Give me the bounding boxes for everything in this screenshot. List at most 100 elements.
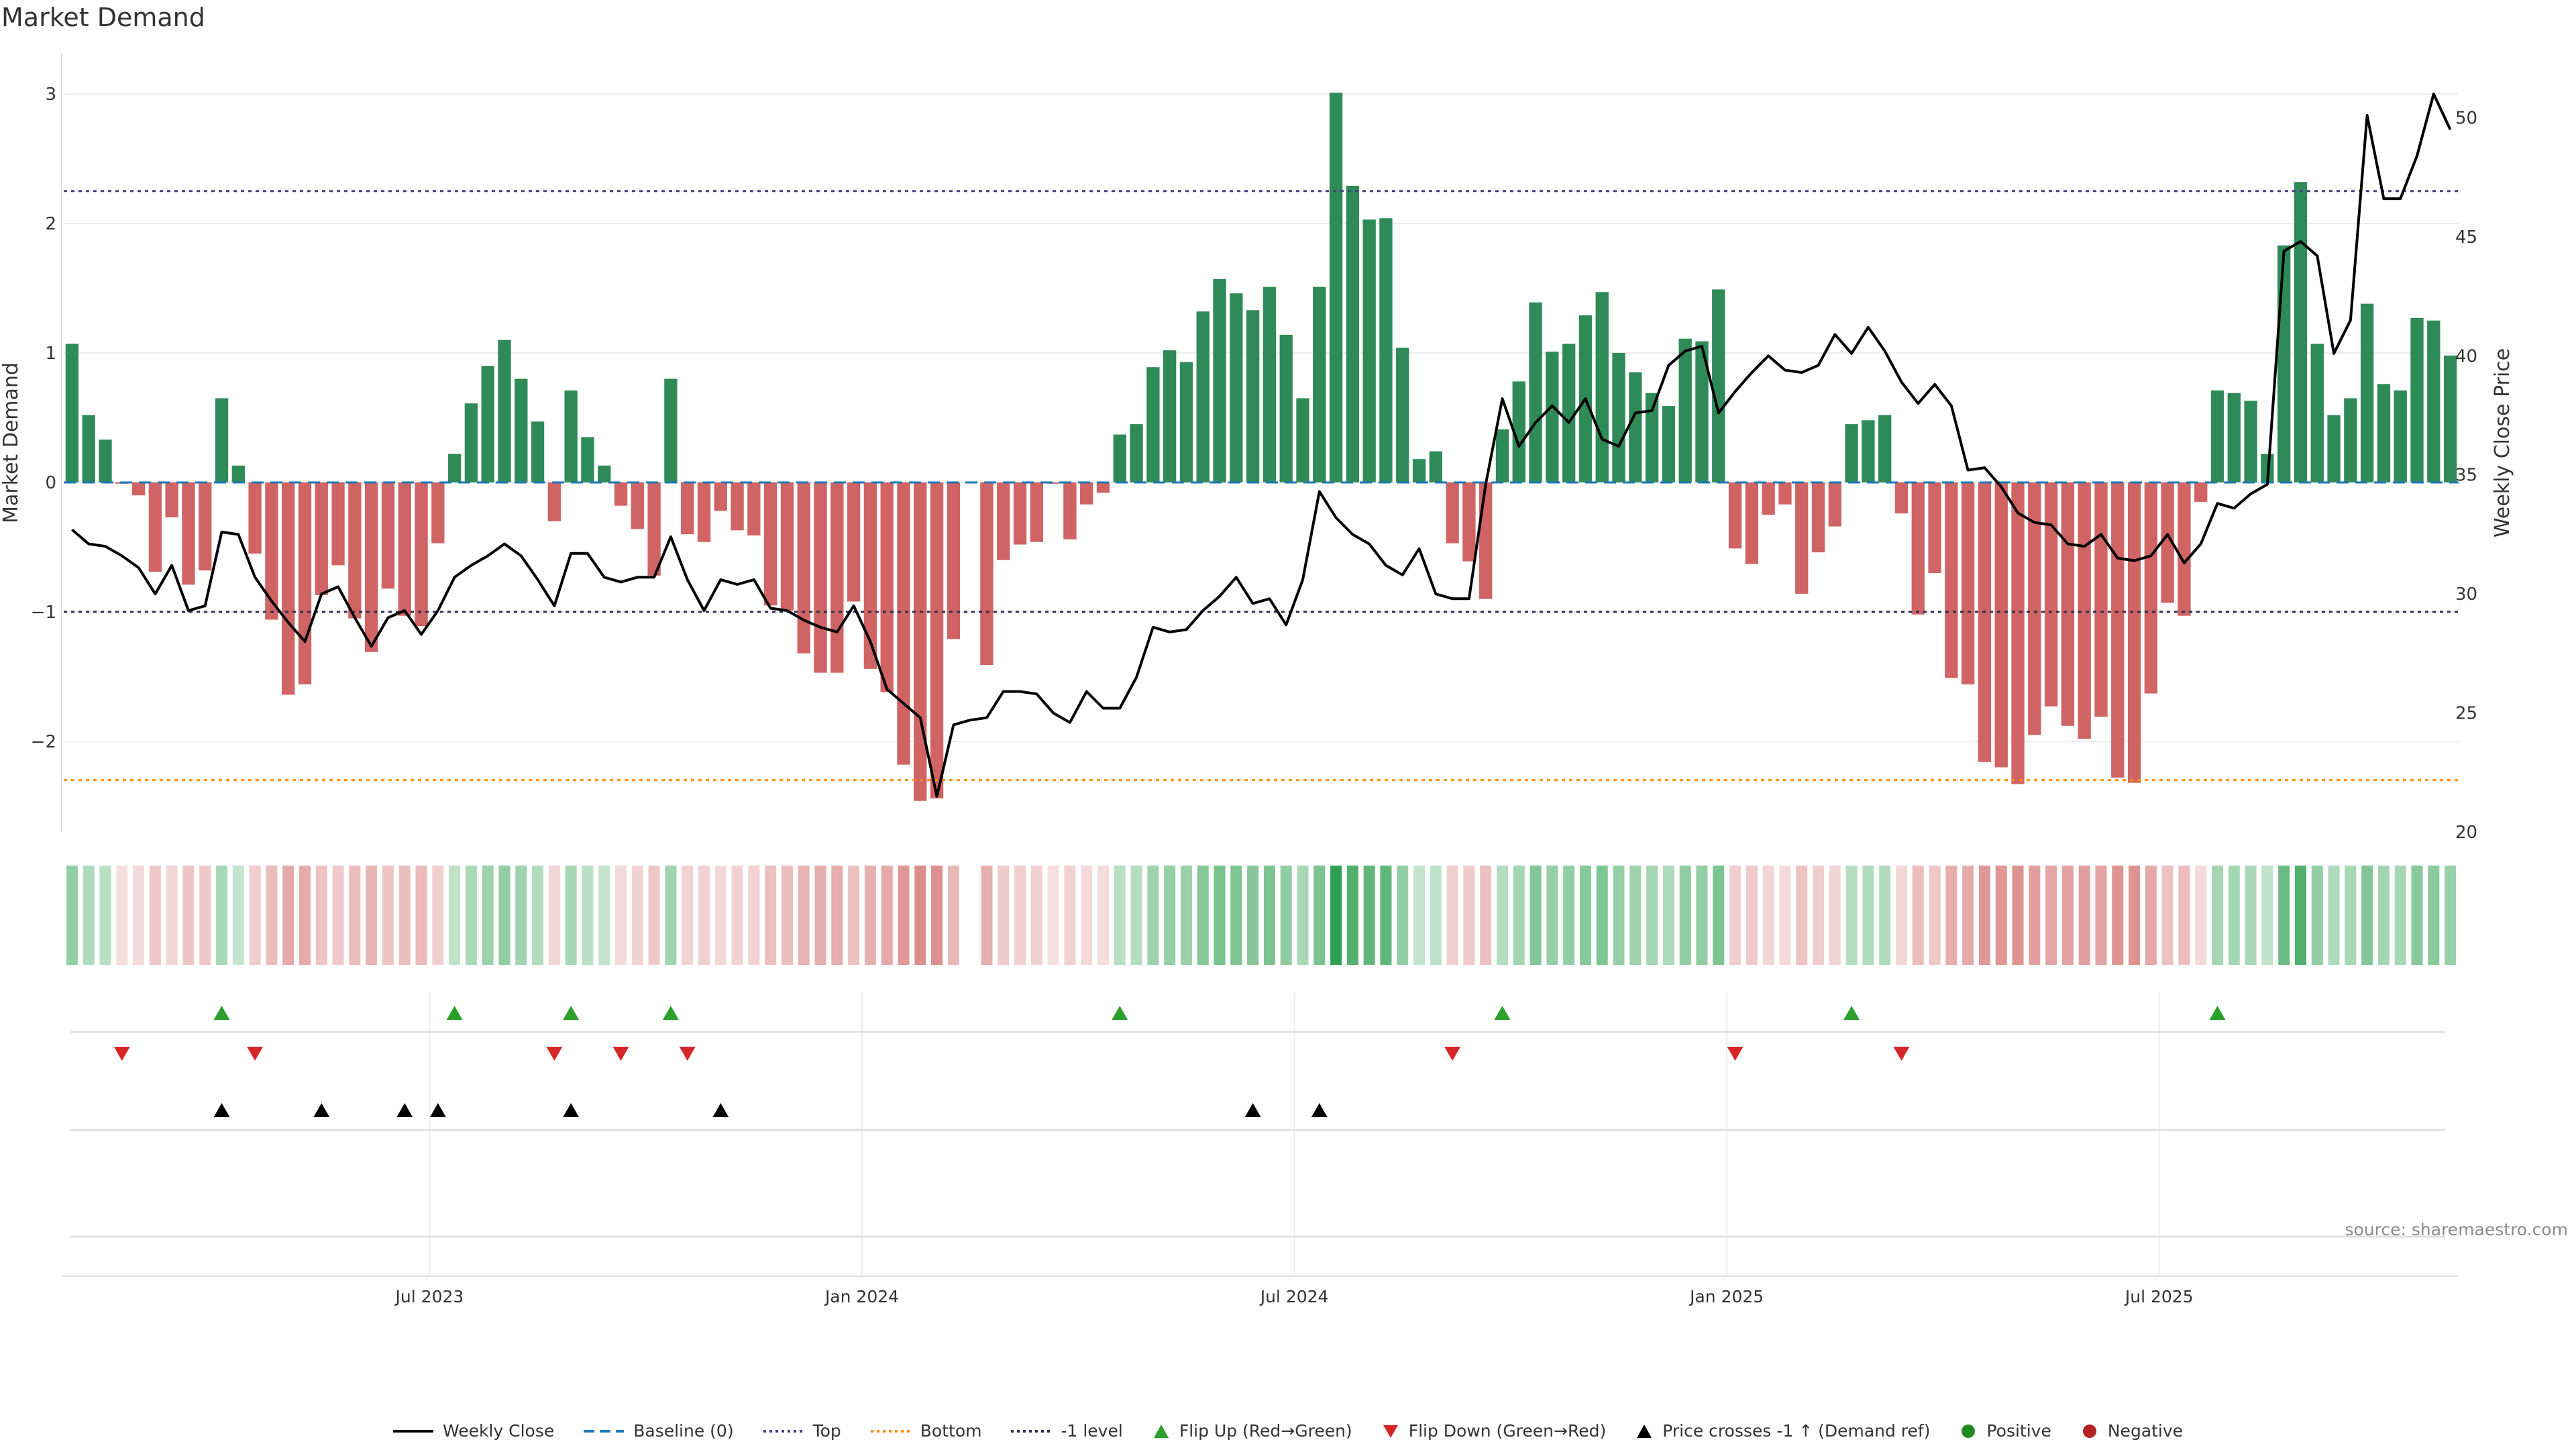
x-tick-label: Jan 2025: [1688, 1287, 1764, 1306]
heat-cell: [432, 866, 444, 965]
demand-bar: [515, 378, 528, 482]
heat-cell: [1813, 866, 1825, 965]
demand-bar: [1678, 338, 1692, 482]
heat-cell: [1513, 866, 1525, 965]
y-tick-label: 1: [45, 344, 56, 364]
demand-bar: [1346, 186, 1360, 482]
demand-bar: [697, 482, 711, 542]
demand-bar: [99, 439, 112, 482]
line-dotted-icon: [870, 1429, 911, 1433]
demand-bar: [2078, 482, 2091, 739]
demand-bar: [731, 482, 744, 531]
legend-label: Baseline (0): [633, 1421, 734, 1441]
demand-bar: [1313, 287, 1326, 482]
flip-up-marker: [1494, 1006, 1511, 1020]
flip-up-marker: [446, 1006, 463, 1020]
heat-cell: [2361, 866, 2373, 965]
circle-icon: [1962, 1424, 1976, 1438]
heat-cell: [1064, 866, 1076, 965]
demand-bar: [131, 482, 146, 496]
demand-bar: [631, 482, 644, 529]
price-cross-marker: [1311, 1103, 1328, 1117]
heat-cell: [1796, 866, 1808, 965]
demand-bar: [947, 482, 961, 639]
heat-cell: [748, 866, 760, 965]
demand-bar: [997, 482, 1010, 560]
heat-cell: [1929, 866, 1941, 965]
heat-cell: [1346, 866, 1358, 965]
demand-bar: [464, 403, 478, 482]
heat-cell: [133, 866, 145, 965]
flip-down-marker: [1727, 1047, 1743, 1061]
demand-bar: [1263, 287, 1277, 482]
heat-cell: [1845, 866, 1858, 965]
demand-bar: [231, 465, 245, 482]
legend-label: Price crosses -1 ↑ (Demand ref): [1662, 1421, 1931, 1441]
level-lines: [64, 190, 2459, 782]
heat-cell: [332, 866, 344, 965]
y-tick-label: 3: [45, 85, 56, 105]
demand-bar: [2327, 415, 2341, 482]
demand-bar: [2144, 482, 2158, 694]
demand-bar: [1030, 482, 1043, 542]
flip-down-marker: [612, 1047, 629, 1061]
heat-cell: [1363, 866, 1375, 965]
demand-bar: [1945, 482, 1958, 678]
y2-tick-label: 20: [2455, 823, 2477, 843]
demand-bar: [1446, 482, 1459, 543]
heat-cell: [2212, 866, 2224, 965]
heat-cell: [2261, 866, 2273, 965]
heat-cell: [1829, 866, 1841, 965]
demand-bar: [2127, 482, 2141, 783]
demand-bar: [1795, 482, 1809, 594]
heat-cell: [1613, 866, 1625, 965]
heat-cell: [798, 866, 810, 965]
heat-cell: [382, 866, 394, 965]
heat-cell: [1529, 866, 1542, 965]
demand-bar: [1130, 424, 1143, 482]
chart-title: Market Demand: [1, 3, 205, 32]
demand-bar: [447, 454, 462, 482]
legend-item-price_cross: Price crosses -1 ↑ (Demand ref): [1635, 1421, 1930, 1441]
axes-layer: 3 2 1 0 −1 −2 50 45 40 35 30 25 20 Market Demand Weekl…: [0, 54, 2514, 1306]
demand-bar: [1063, 482, 1077, 539]
heat-cell: [465, 866, 477, 965]
heat-cell: [648, 866, 660, 965]
heat-cell: [515, 866, 527, 965]
demand-bar: [1546, 352, 1559, 482]
heat-cell: [2012, 866, 2024, 965]
demand-bar: [1878, 415, 1892, 482]
heat-cell: [398, 866, 411, 965]
heat-cell: [182, 866, 195, 965]
heat-cell: [1247, 866, 1259, 965]
demand-bar: [1146, 367, 1160, 482]
heat-cell: [2029, 866, 2041, 965]
price-cross-marker: [213, 1103, 230, 1117]
triangle-down-icon: [1383, 1424, 1398, 1438]
heat-cell: [914, 866, 926, 965]
legend-item-flip_down: Flip Down (Green→Red): [1382, 1421, 1606, 1441]
heat-cell: [2112, 866, 2124, 965]
demand-bar: [1828, 482, 1841, 527]
heat-cell: [366, 866, 378, 965]
demand-bar: [880, 482, 894, 692]
y2-tick-label: 25: [2455, 704, 2477, 724]
x-tick-label: Jan 2024: [824, 1287, 899, 1306]
heat-cell: [482, 866, 494, 965]
flip-down-marker: [1893, 1047, 1910, 1061]
demand-bar: [1179, 362, 1193, 482]
heat-cell: [831, 866, 843, 965]
y2-tick-label: 30: [2455, 584, 2477, 605]
demand-bar: [1246, 310, 1260, 482]
heat-cell: [1729, 866, 1741, 965]
heat-cell: [1114, 866, 1126, 965]
heat-cell: [2445, 866, 2457, 965]
demand-bar: [1412, 459, 1426, 482]
heat-cell: [66, 866, 78, 965]
heat-cell: [1496, 866, 1508, 965]
legend-label: Positive: [1986, 1421, 2051, 1441]
legend: Weekly Close Baseline (0) Top Bottom -1 leve…: [0, 1421, 2576, 1441]
demand-bar: [1046, 482, 1060, 484]
legend-item-negative: Negative: [2081, 1421, 2183, 1441]
heat-cell: [1197, 866, 1209, 965]
